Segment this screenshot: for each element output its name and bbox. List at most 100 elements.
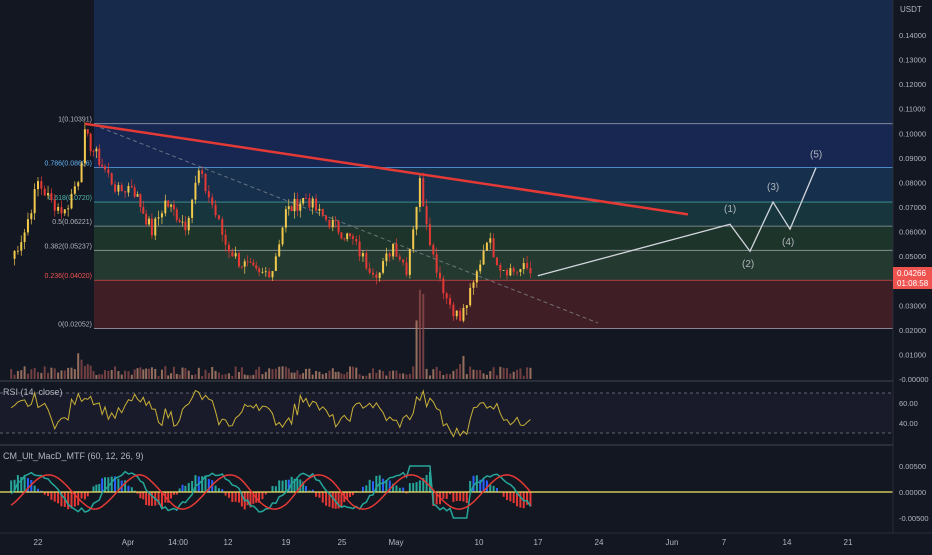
candle-body [475, 271, 478, 283]
volume-bar [70, 367, 73, 379]
candle-body [33, 189, 36, 214]
time-tick: 24 [595, 538, 604, 547]
macd-hist-bar [278, 480, 281, 492]
volume-bar [89, 365, 92, 379]
candle-body [346, 233, 349, 240]
macd-hist-bar [489, 484, 492, 492]
volume-bar [86, 364, 89, 379]
candle-body [231, 251, 234, 257]
candle-body [495, 257, 498, 265]
macd-hist-bar [37, 488, 39, 492]
candle-body [201, 170, 204, 174]
rsi-title[interactable]: RSI (14, close) [3, 387, 63, 397]
macd-hist-bar [104, 477, 106, 492]
macd-hist-bar [346, 492, 349, 500]
time-axis[interactable] [0, 533, 932, 550]
candle-body [154, 218, 157, 236]
volume-bar [462, 355, 465, 379]
volume-bar [502, 367, 505, 379]
volume-bar [452, 370, 455, 379]
candle-body [83, 129, 86, 164]
volume-bar [378, 369, 381, 379]
resistance-trend-line[interactable] [84, 122, 689, 216]
volume-bar [214, 370, 217, 379]
fib-level-label-5: 0.236(0.04020) [45, 273, 92, 280]
candle-body [435, 254, 438, 273]
volume-bar [351, 366, 354, 379]
macd-hist-bar [117, 478, 120, 492]
candle-body [415, 206, 418, 230]
volume-bar [287, 368, 290, 379]
pair-label[interactable]: USDT [900, 5, 922, 14]
candle-body [26, 219, 29, 233]
candle-body [258, 268, 261, 273]
candle-body [334, 219, 337, 221]
candle-body [340, 232, 343, 239]
volume-bar [355, 367, 358, 379]
candle-body [227, 244, 230, 252]
wave-labels: (1) (2) (3) (4) (5) [724, 150, 822, 271]
volume-bars [10, 289, 532, 379]
volume-bar [482, 373, 485, 379]
fib-zone-5 [94, 280, 893, 329]
candle-body [98, 148, 101, 165]
candle-body [187, 217, 190, 231]
macd-hist-bar [224, 492, 227, 496]
candle-body [240, 266, 243, 268]
volume-bar [495, 375, 498, 379]
volume-bar [120, 374, 123, 379]
volume-bar [392, 370, 395, 379]
volume-bar [337, 371, 340, 379]
macd-hist-bar [449, 492, 452, 495]
candle-body [224, 234, 227, 245]
macd-hist-bar [331, 492, 334, 509]
candle-body [469, 287, 472, 306]
candle-body [462, 307, 465, 321]
volume-bar [57, 372, 60, 379]
volume-bar [142, 369, 145, 379]
price-tick: 0.13000 [899, 56, 926, 65]
candle-body [67, 208, 70, 210]
candle-body [92, 151, 95, 152]
volume-bar [412, 366, 415, 379]
candle-body [308, 198, 311, 208]
price-tick: 0.10000 [899, 129, 926, 138]
volume-bar [194, 374, 197, 379]
time-tick: 17 [534, 538, 543, 547]
candle-body [110, 173, 113, 185]
volume-bar [26, 373, 29, 379]
candle-body [432, 245, 435, 255]
macd-hist-bar [252, 492, 255, 504]
price-tick: 0.09000 [899, 154, 926, 163]
volume-bar [302, 373, 305, 379]
volume-bar [258, 366, 261, 379]
volume-bar [472, 369, 475, 379]
macd-hist-bar [60, 492, 63, 507]
candle-body [351, 236, 354, 240]
macd-hist-bar [142, 492, 145, 500]
volume-bar [30, 369, 33, 379]
volume-bar [321, 374, 324, 379]
volume-bar [50, 367, 53, 379]
volume-bar [264, 371, 267, 379]
macd-hist-bar [519, 492, 522, 508]
candle-body [181, 221, 184, 223]
candle-body [207, 191, 210, 198]
fib-retracement[interactable]: 1(0.10391) 0.786(0.08606) 0.618(0.0720) 0.5… [0, 0, 893, 329]
time-tick: 14 [783, 538, 792, 547]
macd-hist-bar [207, 479, 210, 492]
fib-level-label-6: 0(0.02052) [58, 322, 92, 329]
macd-hist-bar [98, 483, 101, 492]
fib-trend-line[interactable] [93, 124, 599, 324]
elliott-wave-projection[interactable] [537, 167, 817, 277]
macd-hist-bar [214, 485, 217, 492]
macd-hist-bar [412, 483, 415, 492]
volume-bar [442, 374, 445, 379]
macd-title[interactable]: CM_Ult_MacD_MTF (60, 12, 26, 9) [3, 451, 144, 461]
wave-label-5: (5) [810, 150, 822, 161]
candle-body [160, 213, 163, 218]
candle-body [299, 203, 302, 211]
volume-bar [104, 370, 106, 379]
